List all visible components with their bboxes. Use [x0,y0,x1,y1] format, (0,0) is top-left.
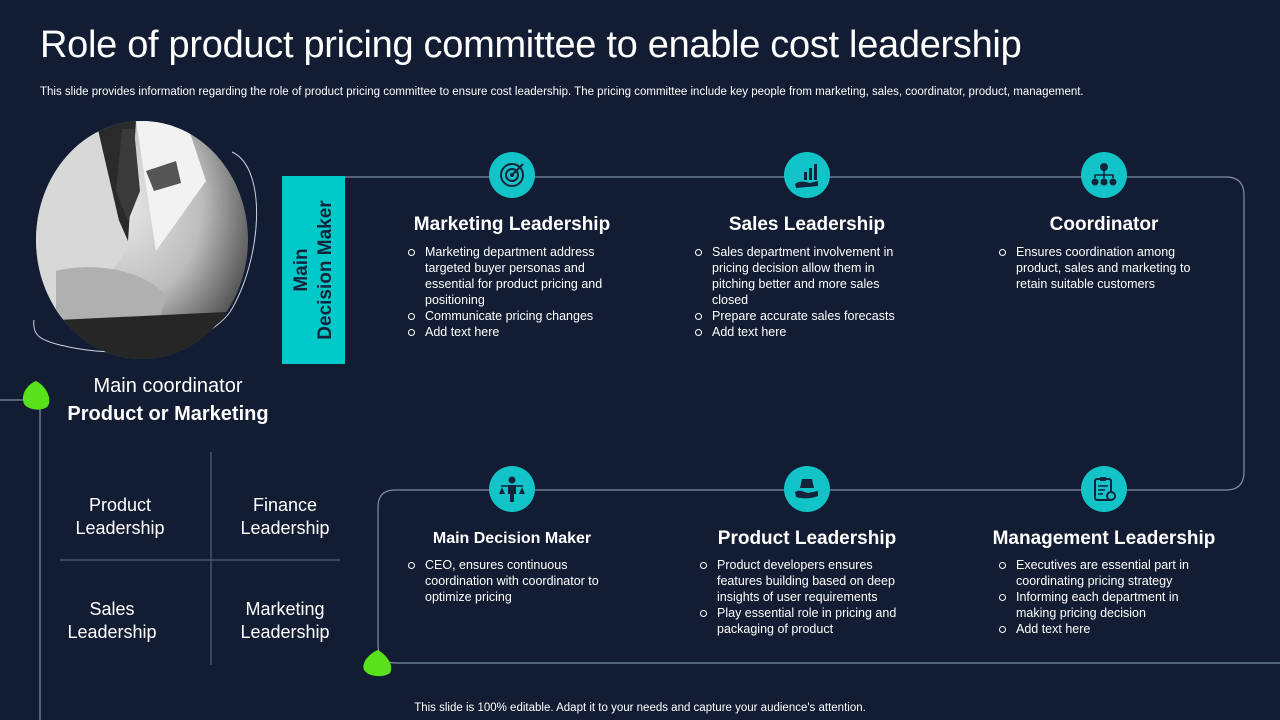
bullets-sales: Sales department involvement in pricing … [693,244,911,340]
bullets-coordinator: Ensures coordination among product, sale… [997,244,1209,292]
main-coordinator-role: Product or Marketing [67,403,269,425]
grid-label: Product [88,495,152,515]
grid-label: Leadership [75,518,165,538]
list-item: Product developers ensures features buil… [698,557,912,605]
list-item: Communicate pricing changes [406,308,618,324]
vertical-label-line1: Main [290,248,312,292]
leaf-marker-bottom [363,650,392,677]
coordinator-photo [36,121,248,359]
list-item: Add text here [997,621,1209,637]
vertical-label-line2: Decision Maker [314,200,336,340]
bullets-management: Executives are essential part in coordin… [997,557,1209,637]
org-chart-icon [1081,152,1127,198]
balance-person-icon [489,466,535,512]
clipboard-gear-icon [1081,466,1127,512]
grid-label: Leadership [67,622,157,642]
card-title-product: Product Leadership [717,528,897,549]
grid-finance-leadership: Finance Leadership [205,494,365,540]
main-decision-maker-box: Main Decision Maker [282,176,345,364]
growth-hand-icon [784,152,830,198]
list-item: Sales department involvement in pricing … [693,244,911,308]
card-title-marketing: Marketing Leadership [413,214,611,235]
card-title-main-decision-maker: Main Decision Maker [432,530,592,547]
list-item: Marketing department address targeted bu… [406,244,618,308]
bullets-marketing: Marketing department address targeted bu… [406,244,618,340]
card-title-coordinator: Coordinator [1049,214,1159,235]
hand-box-icon [784,466,830,512]
grid-marketing-leadership: Marketing Leadership [205,598,365,644]
grid-label: Sales [89,599,135,619]
list-item: Executives are essential part in coordin… [997,557,1209,589]
grid-label: Leadership [240,518,330,538]
card-title-sales: Sales Leadership [728,214,886,235]
page-title: Role of product pricing committee to ena… [40,24,1022,66]
target-icon [489,152,535,198]
list-item: CEO, ensures continuous coordination wit… [406,557,618,605]
list-item: Informing each department in making pric… [997,589,1209,621]
card-title-management: Management Leadership [992,528,1216,549]
list-item: Add text here [406,324,618,340]
grid-label: Marketing [245,599,325,619]
bullets-product: Product developers ensures features buil… [698,557,912,637]
list-item: Play essential role in pricing and packa… [698,605,912,637]
page-subtitle: This slide provides information regardin… [40,86,1084,98]
grid-label: Finance [252,495,318,515]
bullets-main-decision-maker: CEO, ensures continuous coordination wit… [406,557,618,605]
footer-note: This slide is 100% editable. Adapt it to… [414,702,866,714]
leaf-marker-left [22,381,50,410]
vertical-label: Main Decision Maker [290,200,338,339]
grid-label: Leadership [240,622,330,642]
list-item: Prepare accurate sales forecasts [693,308,911,324]
grid-product-leadership: Product Leadership [40,494,200,540]
list-item: Add text here [693,324,911,340]
main-coordinator-label: Main coordinator [93,375,243,397]
list-item: Ensures coordination among product, sale… [997,244,1209,292]
grid-sales-leadership: Sales Leadership [32,598,192,644]
